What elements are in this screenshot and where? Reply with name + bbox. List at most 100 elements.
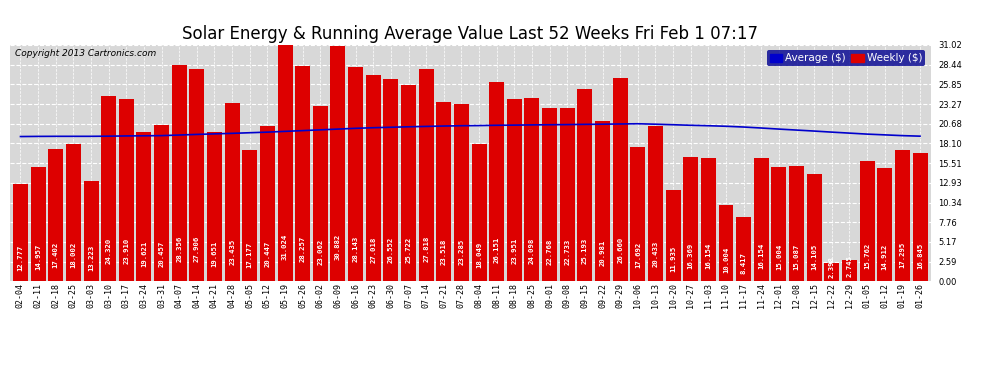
Text: 25.722: 25.722 — [406, 237, 412, 263]
Bar — [701, 158, 716, 281]
Bar — [295, 66, 310, 281]
Text: 22.733: 22.733 — [564, 239, 570, 265]
Text: 23.951: 23.951 — [512, 238, 518, 264]
Bar — [365, 75, 381, 281]
Bar — [647, 126, 663, 281]
Bar — [913, 153, 928, 281]
Legend: Average ($), Weekly ($): Average ($), Weekly ($) — [766, 50, 926, 66]
Text: 8.417: 8.417 — [741, 252, 746, 274]
Text: 15.004: 15.004 — [776, 244, 782, 270]
Text: 23.910: 23.910 — [124, 238, 130, 264]
Bar — [13, 184, 28, 281]
Bar — [313, 106, 328, 281]
Bar — [154, 126, 169, 281]
Text: 24.098: 24.098 — [529, 238, 535, 264]
Text: 25.193: 25.193 — [582, 237, 588, 264]
Text: 27.018: 27.018 — [370, 236, 376, 262]
Text: 26.660: 26.660 — [617, 237, 623, 263]
Text: 12.777: 12.777 — [18, 245, 24, 271]
Bar — [137, 132, 151, 281]
Text: 11.935: 11.935 — [670, 246, 676, 272]
Bar — [753, 158, 769, 281]
Text: 20.447: 20.447 — [264, 240, 270, 267]
Bar — [771, 167, 786, 281]
Bar — [348, 67, 363, 281]
Text: 14.957: 14.957 — [35, 244, 42, 270]
Bar — [631, 147, 645, 281]
Text: 19.621: 19.621 — [141, 241, 147, 267]
Bar — [331, 46, 346, 281]
Bar — [101, 96, 116, 281]
Text: 23.285: 23.285 — [458, 238, 464, 265]
Text: 18.002: 18.002 — [70, 242, 76, 268]
Bar — [895, 150, 910, 281]
Bar — [842, 260, 857, 281]
Text: 17.692: 17.692 — [635, 242, 641, 268]
Text: 28.257: 28.257 — [300, 236, 306, 262]
Text: 15.762: 15.762 — [864, 243, 870, 269]
Text: Copyright 2013 Cartronics.com: Copyright 2013 Cartronics.com — [15, 48, 155, 57]
Text: 10.004: 10.004 — [723, 247, 729, 273]
Title: Solar Energy & Running Average Value Last 52 Weeks Fri Feb 1 07:17: Solar Energy & Running Average Value Las… — [182, 26, 758, 44]
Bar — [543, 108, 557, 281]
Text: 23.518: 23.518 — [441, 238, 446, 265]
Text: 13.223: 13.223 — [88, 244, 94, 271]
Bar — [807, 174, 822, 281]
Bar — [83, 180, 99, 281]
Bar — [737, 217, 751, 281]
Bar — [383, 79, 398, 281]
Bar — [489, 82, 504, 281]
Text: 30.882: 30.882 — [335, 234, 341, 260]
Text: 22.768: 22.768 — [546, 239, 552, 265]
Bar — [31, 167, 46, 281]
Text: 19.651: 19.651 — [212, 241, 218, 267]
Bar — [419, 69, 434, 281]
Text: 16.845: 16.845 — [917, 243, 923, 269]
Text: 26.151: 26.151 — [494, 237, 500, 263]
Bar — [189, 69, 204, 281]
Text: 20.433: 20.433 — [652, 240, 658, 267]
Text: 2.745: 2.745 — [846, 255, 852, 277]
Bar — [260, 126, 275, 281]
Bar — [719, 205, 734, 281]
Bar — [507, 99, 522, 281]
Text: 18.049: 18.049 — [476, 242, 482, 268]
Text: 20.457: 20.457 — [158, 240, 164, 267]
Bar — [613, 78, 628, 281]
Text: 24.320: 24.320 — [106, 238, 112, 264]
Bar — [171, 65, 187, 281]
Text: 20.981: 20.981 — [600, 240, 606, 266]
Bar — [437, 102, 451, 281]
Bar — [119, 99, 134, 281]
Text: 26.552: 26.552 — [388, 237, 394, 263]
Text: 23.062: 23.062 — [318, 238, 324, 265]
Text: 16.154: 16.154 — [758, 243, 764, 269]
Bar — [859, 161, 874, 281]
Text: 28.143: 28.143 — [352, 236, 358, 262]
Bar — [825, 263, 840, 281]
Bar — [277, 45, 293, 281]
Text: 14.912: 14.912 — [882, 244, 888, 270]
Text: 14.105: 14.105 — [811, 244, 817, 270]
Bar — [454, 104, 469, 281]
Text: 27.906: 27.906 — [194, 236, 200, 262]
Bar — [595, 122, 610, 281]
Text: 16.369: 16.369 — [688, 243, 694, 269]
Bar — [577, 89, 592, 281]
Bar — [471, 144, 486, 281]
Bar — [401, 86, 416, 281]
Bar — [559, 108, 575, 281]
Text: 28.356: 28.356 — [176, 236, 182, 262]
Text: 2.398: 2.398 — [829, 256, 835, 278]
Bar — [243, 150, 257, 281]
Bar — [225, 103, 240, 281]
Bar — [877, 168, 892, 281]
Text: 17.177: 17.177 — [247, 242, 252, 268]
Bar — [66, 144, 81, 281]
Text: 17.402: 17.402 — [52, 242, 58, 268]
Text: 15.087: 15.087 — [794, 243, 800, 270]
Bar — [683, 157, 698, 281]
Bar — [207, 132, 222, 281]
Bar — [49, 149, 63, 281]
Text: 31.024: 31.024 — [282, 234, 288, 260]
